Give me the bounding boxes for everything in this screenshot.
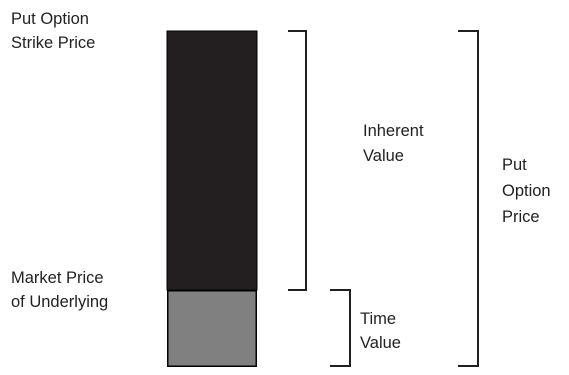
- inherent-value-label-line2: Value: [363, 147, 404, 165]
- time-value-bracket: [330, 289, 351, 367]
- put-option-price-bracket: [458, 30, 479, 367]
- put-option-price-label-line3: Price: [502, 208, 540, 226]
- time-value-label-line1: Time: [360, 310, 396, 328]
- put-option-price-label-line2: Option: [502, 182, 551, 200]
- time-value-block: [167, 290, 257, 367]
- put-option-price-label-line1: Put: [502, 156, 527, 174]
- market-price-label-line2: of Underlying: [11, 293, 108, 311]
- time-value-label-line2: Value: [360, 334, 401, 352]
- strike-price-label-line2: Strike Price: [11, 34, 95, 52]
- inherent-value-label-line1: Inherent: [363, 122, 424, 140]
- inherent-value-bracket: [288, 30, 307, 291]
- market-price-label-line1: Market Price: [11, 269, 104, 287]
- strike-price-label-line1: Put Option: [11, 10, 89, 28]
- inherent-value-block: [166, 30, 258, 291]
